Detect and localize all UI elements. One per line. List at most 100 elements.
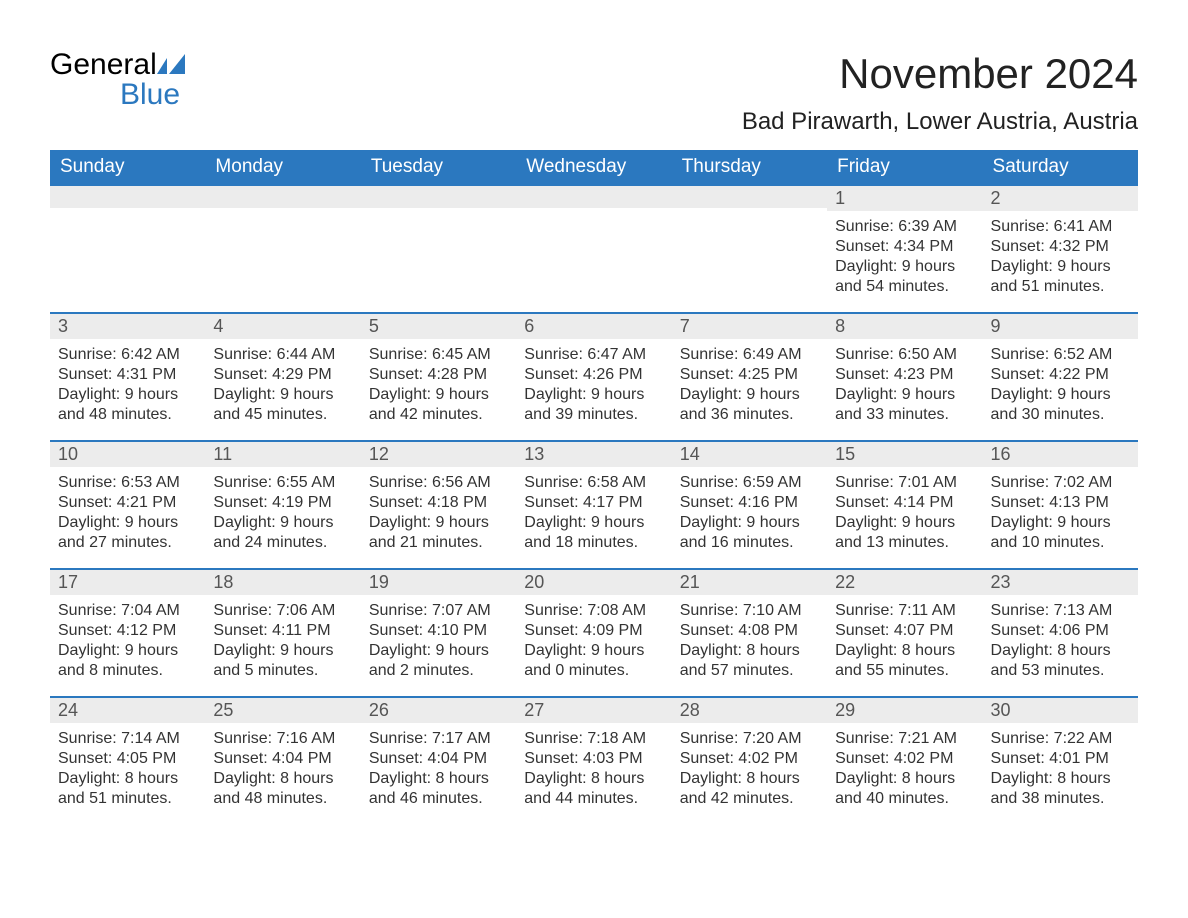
day-daylight1: Daylight: 9 hours	[213, 385, 352, 405]
day-daylight1: Daylight: 8 hours	[680, 769, 819, 789]
day-wrap: 17Sunrise: 7:04 AMSunset: 4:12 PMDayligh…	[50, 568, 205, 691]
day-number: 23	[983, 570, 1138, 595]
day-daylight1: Daylight: 9 hours	[58, 385, 197, 405]
calendar-cell: 5Sunrise: 6:45 AMSunset: 4:28 PMDaylight…	[361, 312, 516, 440]
day-daylight1: Daylight: 8 hours	[58, 769, 197, 789]
day-sunset: Sunset: 4:26 PM	[524, 365, 663, 385]
day-sunrise: Sunrise: 6:41 AM	[991, 217, 1130, 237]
calendar-cell: 1Sunrise: 6:39 AMSunset: 4:34 PMDaylight…	[827, 184, 982, 312]
day-sunset: Sunset: 4:14 PM	[835, 493, 974, 513]
day-sunrise: Sunrise: 7:07 AM	[369, 601, 508, 621]
day-daylight2: and 16 minutes.	[680, 533, 819, 553]
calendar-row: 1Sunrise: 6:39 AMSunset: 4:34 PMDaylight…	[50, 184, 1138, 312]
day-number: 7	[672, 314, 827, 339]
day-sunrise: Sunrise: 7:17 AM	[369, 729, 508, 749]
day-body: Sunrise: 7:07 AMSunset: 4:10 PMDaylight:…	[361, 595, 516, 691]
weekday-header: Saturday	[983, 150, 1138, 184]
day-body: Sunrise: 6:39 AMSunset: 4:34 PMDaylight:…	[827, 211, 982, 307]
day-sunset: Sunset: 4:01 PM	[991, 749, 1130, 769]
day-wrap: 15Sunrise: 7:01 AMSunset: 4:14 PMDayligh…	[827, 440, 982, 563]
day-wrap: 22Sunrise: 7:11 AMSunset: 4:07 PMDayligh…	[827, 568, 982, 691]
calendar-cell: 29Sunrise: 7:21 AMSunset: 4:02 PMDayligh…	[827, 696, 982, 824]
day-body: Sunrise: 7:06 AMSunset: 4:11 PMDaylight:…	[205, 595, 360, 691]
calendar-cell: 17Sunrise: 7:04 AMSunset: 4:12 PMDayligh…	[50, 568, 205, 696]
day-sunset: Sunset: 4:03 PM	[524, 749, 663, 769]
day-sunrise: Sunrise: 6:53 AM	[58, 473, 197, 493]
page: General Blue November 2024 Bad Pirawarth…	[0, 0, 1188, 854]
day-sunrise: Sunrise: 6:39 AM	[835, 217, 974, 237]
day-number: 30	[983, 698, 1138, 723]
day-number: 10	[50, 442, 205, 467]
calendar-cell: 26Sunrise: 7:17 AMSunset: 4:04 PMDayligh…	[361, 696, 516, 824]
day-daylight1: Daylight: 9 hours	[991, 513, 1130, 533]
day-wrap: 5Sunrise: 6:45 AMSunset: 4:28 PMDaylight…	[361, 312, 516, 435]
day-body: Sunrise: 6:59 AMSunset: 4:16 PMDaylight:…	[672, 467, 827, 563]
day-sunrise: Sunrise: 6:49 AM	[680, 345, 819, 365]
day-sunset: Sunset: 4:31 PM	[58, 365, 197, 385]
day-sunset: Sunset: 4:11 PM	[213, 621, 352, 641]
day-sunset: Sunset: 4:05 PM	[58, 749, 197, 769]
weekday-header: Monday	[205, 150, 360, 184]
day-sunset: Sunset: 4:16 PM	[680, 493, 819, 513]
day-number: 9	[983, 314, 1138, 339]
day-sunset: Sunset: 4:13 PM	[991, 493, 1130, 513]
day-wrap: 18Sunrise: 7:06 AMSunset: 4:11 PMDayligh…	[205, 568, 360, 691]
calendar-cell: 28Sunrise: 7:20 AMSunset: 4:02 PMDayligh…	[672, 696, 827, 824]
day-body: Sunrise: 7:17 AMSunset: 4:04 PMDaylight:…	[361, 723, 516, 819]
day-daylight2: and 13 minutes.	[835, 533, 974, 553]
day-sunrise: Sunrise: 6:45 AM	[369, 345, 508, 365]
day-sunrise: Sunrise: 7:01 AM	[835, 473, 974, 493]
calendar-cell: 6Sunrise: 6:47 AMSunset: 4:26 PMDaylight…	[516, 312, 671, 440]
weekday-header: Thursday	[672, 150, 827, 184]
day-wrap: 21Sunrise: 7:10 AMSunset: 4:08 PMDayligh…	[672, 568, 827, 691]
month-title: November 2024	[742, 50, 1138, 98]
calendar-header-row: SundayMondayTuesdayWednesdayThursdayFrid…	[50, 150, 1138, 184]
day-sunset: Sunset: 4:02 PM	[680, 749, 819, 769]
day-sunset: Sunset: 4:17 PM	[524, 493, 663, 513]
calendar-cell: 16Sunrise: 7:02 AMSunset: 4:13 PMDayligh…	[983, 440, 1138, 568]
day-daylight2: and 51 minutes.	[991, 277, 1130, 297]
day-wrap: 4Sunrise: 6:44 AMSunset: 4:29 PMDaylight…	[205, 312, 360, 435]
day-daylight2: and 5 minutes.	[213, 661, 352, 681]
day-daylight1: Daylight: 9 hours	[58, 641, 197, 661]
day-daylight1: Daylight: 8 hours	[680, 641, 819, 661]
logo-mark-icon	[157, 52, 185, 74]
day-number: 19	[361, 570, 516, 595]
calendar-cell-empty	[205, 184, 360, 312]
day-daylight1: Daylight: 9 hours	[835, 513, 974, 533]
calendar-cell-empty	[516, 184, 671, 312]
day-number: 11	[205, 442, 360, 467]
day-daylight1: Daylight: 8 hours	[835, 769, 974, 789]
day-number: 8	[827, 314, 982, 339]
day-number: 2	[983, 186, 1138, 211]
day-daylight2: and 27 minutes.	[58, 533, 197, 553]
day-daylight1: Daylight: 8 hours	[835, 641, 974, 661]
day-daylight1: Daylight: 9 hours	[991, 257, 1130, 277]
day-daylight1: Daylight: 9 hours	[213, 641, 352, 661]
calendar-table: SundayMondayTuesdayWednesdayThursdayFrid…	[50, 150, 1138, 824]
day-sunrise: Sunrise: 7:11 AM	[835, 601, 974, 621]
day-sunrise: Sunrise: 7:10 AM	[680, 601, 819, 621]
day-daylight2: and 33 minutes.	[835, 405, 974, 425]
location: Bad Pirawarth, Lower Austria, Austria	[742, 108, 1138, 136]
day-sunset: Sunset: 4:34 PM	[835, 237, 974, 257]
day-number: 18	[205, 570, 360, 595]
day-sunrise: Sunrise: 7:21 AM	[835, 729, 974, 749]
day-number: 12	[361, 442, 516, 467]
day-wrap: 6Sunrise: 6:47 AMSunset: 4:26 PMDaylight…	[516, 312, 671, 435]
calendar-cell: 11Sunrise: 6:55 AMSunset: 4:19 PMDayligh…	[205, 440, 360, 568]
day-wrap: 10Sunrise: 6:53 AMSunset: 4:21 PMDayligh…	[50, 440, 205, 563]
day-sunrise: Sunrise: 7:18 AM	[524, 729, 663, 749]
day-number: 6	[516, 314, 671, 339]
calendar-cell: 30Sunrise: 7:22 AMSunset: 4:01 PMDayligh…	[983, 696, 1138, 824]
day-sunrise: Sunrise: 6:52 AM	[991, 345, 1130, 365]
day-body: Sunrise: 6:53 AMSunset: 4:21 PMDaylight:…	[50, 467, 205, 563]
empty-day-strip	[361, 184, 516, 208]
day-number: 5	[361, 314, 516, 339]
day-sunset: Sunset: 4:12 PM	[58, 621, 197, 641]
calendar-cell-empty	[361, 184, 516, 312]
calendar-cell-empty	[672, 184, 827, 312]
day-body: Sunrise: 6:42 AMSunset: 4:31 PMDaylight:…	[50, 339, 205, 435]
day-sunset: Sunset: 4:07 PM	[835, 621, 974, 641]
day-body: Sunrise: 7:11 AMSunset: 4:07 PMDaylight:…	[827, 595, 982, 691]
